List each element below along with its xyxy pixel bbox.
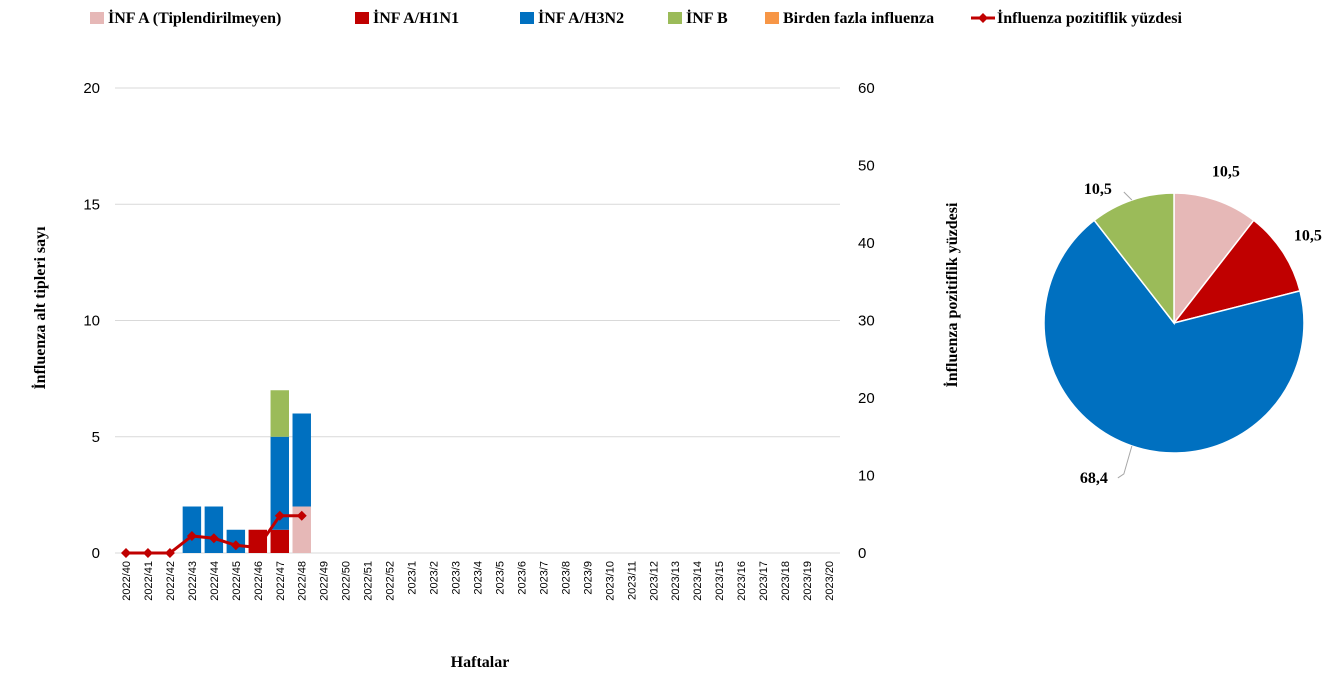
bar-segment [182, 506, 202, 553]
pie-chart: 10,5 10,5 68,4 10,5 [1043, 164, 1322, 487]
x-tick-label: 2023/4 [473, 561, 485, 595]
legend-swatch-marker [978, 13, 988, 23]
y-tick-label: 10 [83, 313, 100, 330]
y-tick-label: 15 [83, 196, 100, 213]
bar-segment [270, 436, 289, 530]
pie-value-label: 10,5 [1212, 164, 1240, 181]
left-axis-title: İnfluenza alt tipleri sayı [30, 226, 49, 390]
line-point [230, 540, 241, 551]
line-point [186, 530, 197, 541]
line-point [120, 548, 131, 558]
x-tick-label: 2023/6 [516, 561, 528, 595]
y-tick-label: 0 [92, 545, 100, 562]
y-tick-label: 5 [92, 429, 100, 446]
x-tick-label: 2022/50 [341, 561, 353, 601]
x-tick-label: 2023/10 [604, 561, 616, 601]
line-point [142, 548, 153, 558]
legend-label: İNF A (Tiplendirilmeyen) [108, 8, 281, 27]
x-tick-label: 2023/7 [538, 561, 550, 595]
legend-swatch [90, 12, 104, 24]
bars [182, 390, 311, 553]
left-axis-ticks: 0 5 10 15 20 [83, 80, 100, 562]
y2-tick-label: 0 [858, 545, 866, 562]
x-tick-label: 2022/40 [121, 561, 133, 601]
x-tick-label: 2023/9 [582, 561, 594, 595]
bar-segment [292, 506, 311, 553]
x-tick-label: 2023/20 [824, 561, 836, 601]
x-tick-label: 2022/46 [253, 561, 265, 601]
x-tick-label: 2023/2 [429, 561, 441, 595]
legend-swatch [668, 12, 682, 24]
legend-label: Birden fazla influenza [783, 10, 934, 27]
legend-swatch [520, 12, 534, 24]
pie-value-label: 10,5 [1294, 227, 1322, 244]
y2-tick-label: 50 [858, 158, 875, 175]
pie-slice [1172, 219, 1301, 325]
x-tick-label: 2023/18 [780, 561, 792, 601]
x-tick-label: 2023/17 [758, 561, 770, 601]
y2-tick-label: 60 [858, 80, 875, 97]
x-tick-label: 2022/51 [363, 561, 375, 601]
x-tick-label: 2023/16 [736, 561, 748, 601]
pie-value-label: 10,5 [1084, 181, 1112, 198]
line-point [252, 542, 263, 553]
line-point [164, 548, 175, 558]
y2-tick-label: 20 [858, 390, 875, 407]
x-tick-label: 2023/5 [494, 561, 506, 595]
y2-tick-label: 40 [858, 235, 875, 252]
bar-segment [270, 390, 289, 437]
x-tick-label: 2023/19 [802, 561, 814, 601]
positivity-line [120, 510, 307, 558]
x-tick-label: 2022/48 [297, 561, 309, 601]
x-tick-label: 2023/12 [648, 561, 660, 601]
x-tick-label: 2022/52 [385, 561, 397, 601]
legend-swatch [355, 12, 369, 24]
x-tick-label: 2023/1 [407, 561, 419, 595]
x-tick-label: 2022/49 [319, 561, 331, 601]
y2-tick-label: 10 [858, 468, 875, 485]
x-tick-label: 2023/8 [560, 561, 572, 595]
right-axis-ticks: 0 10 20 30 40 50 60 [858, 80, 875, 562]
gridlines [115, 87, 840, 554]
bar-segment [270, 529, 289, 553]
x-tick-label: 2022/45 [231, 561, 243, 601]
line-point [208, 533, 219, 544]
pie-leader-line [1123, 191, 1133, 201]
x-tick-label: 2022/44 [209, 561, 221, 601]
x-tick-label: 2023/13 [670, 561, 682, 601]
pie-value-label: 68,4 [1080, 470, 1108, 487]
x-axis-ticks: 2022/40 2022/41 2022/42 2022/43 2022/44 2022/… [121, 561, 836, 601]
legend-label: İNF A/H3N2 [538, 8, 624, 27]
pie-leader-line [1117, 445, 1133, 479]
x-tick-label: 2022/47 [275, 561, 287, 601]
x-tick-label: 2022/41 [143, 561, 155, 601]
legend-label: İnfluenza pozitiflik yüzdesi [997, 8, 1182, 27]
x-tick-label: 2023/3 [451, 561, 463, 595]
x-axis-title: Haftalar [451, 654, 510, 671]
line-point [274, 510, 285, 521]
bar-segment [292, 413, 311, 507]
legend-label: İNF B [686, 8, 728, 27]
x-tick-label: 2023/14 [692, 561, 704, 601]
x-tick-label: 2022/42 [165, 561, 177, 601]
pie-slice [1173, 192, 1255, 326]
pie-slice [1043, 219, 1305, 454]
legend-swatch [765, 12, 779, 24]
right-axis-title: İnfluenza pozitiflik yüzdesi [942, 202, 961, 387]
y2-tick-label: 30 [858, 313, 875, 330]
x-tick-label: 2023/15 [714, 561, 726, 601]
x-tick-label: 2023/11 [626, 561, 638, 600]
bar-segment [204, 506, 224, 553]
legend: İNF A (Tiplendirilmeyen) İNF A/H1N1 İNF A/… [90, 8, 1182, 27]
x-tick-label: 2022/43 [187, 561, 199, 601]
y-tick-label: 20 [83, 80, 100, 97]
legend-label: İNF A/H1N1 [373, 8, 459, 27]
line-point [296, 510, 307, 521]
